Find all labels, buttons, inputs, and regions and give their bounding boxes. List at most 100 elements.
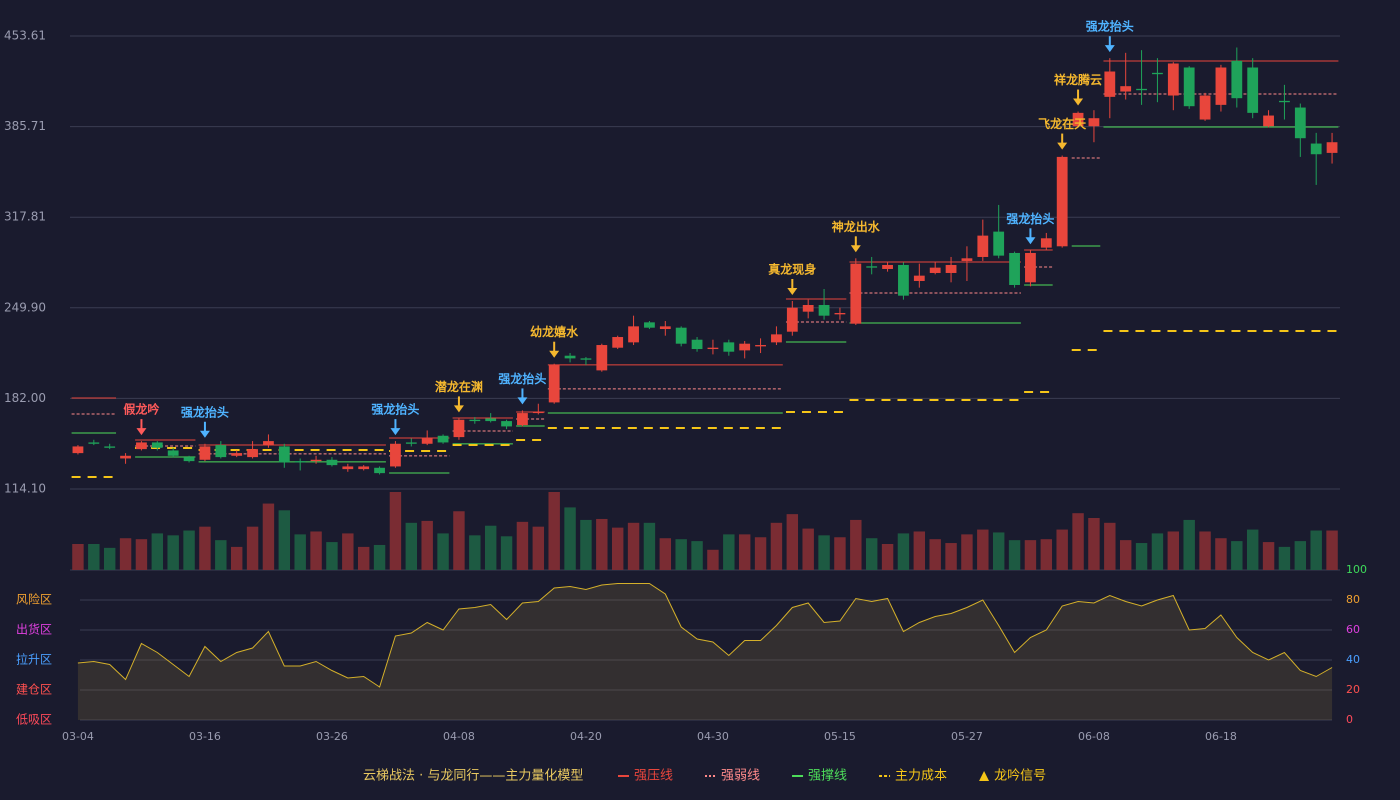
signal-arrow	[1057, 142, 1068, 150]
y2-tick-label: 100	[1346, 563, 1367, 576]
oscillator-line	[77, 583, 1333, 688]
legend-title: 云梯战法 · 与龙同行——主力量化模型	[363, 769, 583, 784]
x-tick-label: 03-04	[62, 730, 94, 743]
signal-label: 飞龙在天	[1038, 116, 1087, 131]
signal-label: 祥龙腾云	[1054, 72, 1102, 87]
volume-bar	[119, 538, 132, 570]
candle-body	[1183, 67, 1195, 107]
signal-arrow	[1104, 45, 1115, 53]
volume-bar	[135, 539, 148, 570]
signal-label: 潜龙在渊	[435, 379, 483, 394]
volume-bar	[357, 546, 370, 570]
volume-bar	[707, 549, 719, 570]
candle-body	[898, 264, 909, 296]
candle-body	[326, 459, 338, 466]
volume-bar	[1215, 538, 1227, 570]
volume-bar	[770, 522, 783, 570]
legend-label: 龙吟信号	[994, 768, 1046, 784]
legend-label: 强压线	[634, 769, 673, 784]
candle-body	[72, 446, 84, 454]
candle-body	[882, 264, 893, 269]
candle-body	[1215, 67, 1227, 105]
signal-arrow	[549, 350, 560, 358]
signal-label: 神龙出水	[832, 219, 881, 234]
volume-bar	[484, 525, 497, 570]
candle-body	[1136, 88, 1147, 91]
volume-bar	[1104, 522, 1116, 570]
y-tick-label: 114.10	[4, 482, 46, 496]
candle-body	[199, 446, 211, 460]
volume-bar	[865, 538, 878, 570]
signal-label: 真龙现身	[768, 262, 816, 277]
candle-body	[1040, 238, 1052, 248]
signal-arrow	[453, 405, 464, 413]
volume-bar	[1135, 543, 1148, 570]
volume-bar	[611, 527, 624, 570]
candle-body	[104, 446, 116, 448]
volume-bar	[1183, 519, 1195, 570]
y-tick-label: 453.61	[4, 29, 46, 43]
volume-bar	[516, 521, 529, 570]
candle-body	[358, 466, 370, 470]
candle-body	[1279, 100, 1290, 103]
candle-body	[421, 438, 433, 444]
volume-bar	[1056, 529, 1068, 570]
volume-bar	[1199, 531, 1211, 570]
volume-bar	[1278, 546, 1291, 570]
volume-bar	[500, 536, 513, 570]
signal-arrow	[1073, 98, 1084, 106]
y-tick-label: 182.00	[4, 391, 46, 405]
y2-tick-label: 20	[1346, 683, 1360, 696]
volume-bar	[437, 533, 449, 570]
candle-body	[834, 313, 846, 315]
volume-bar	[230, 546, 243, 570]
volume-bar	[88, 544, 100, 570]
candle-body	[1088, 118, 1100, 127]
signal-arrow	[390, 428, 401, 436]
candle-body	[993, 231, 1005, 256]
volume-bar	[1040, 539, 1053, 570]
candle-body	[215, 445, 227, 458]
volume-bar	[850, 519, 862, 570]
volume-bar	[675, 539, 687, 570]
candle-body	[723, 342, 735, 352]
candle-body	[532, 411, 544, 414]
y2-tick-label: 40	[1346, 653, 1360, 666]
volume-bar	[945, 543, 957, 570]
candle-body	[263, 441, 274, 446]
legend-swatch	[979, 771, 990, 781]
candle-body	[1199, 95, 1211, 120]
x-tick-label: 06-18	[1205, 730, 1237, 743]
candle-body	[596, 345, 608, 371]
volume-bar	[596, 518, 608, 570]
zone-label: 风险区	[16, 592, 52, 607]
volume-bar	[580, 519, 592, 570]
candle-body	[437, 435, 449, 443]
volume-bar	[469, 535, 481, 570]
candle-body	[1231, 60, 1243, 99]
signal-label: 强龙抬头	[1086, 19, 1134, 34]
candle-body	[501, 421, 512, 427]
volume-bar	[564, 507, 576, 570]
volume-bar	[215, 540, 227, 570]
volume-bar	[897, 533, 910, 570]
candle-body	[167, 450, 179, 456]
zone-label: 出货区	[16, 622, 52, 637]
volume-bar	[992, 532, 1005, 570]
volume-bar	[913, 531, 926, 570]
candle-body	[183, 457, 195, 462]
candle-body	[151, 442, 163, 448]
candle-body	[136, 442, 147, 450]
signal-label: 强龙抬头	[1006, 211, 1054, 226]
signal-arrow	[517, 397, 528, 405]
signal-label: 假龙吟	[123, 402, 159, 417]
signal-arrow	[136, 428, 147, 436]
volume-bar	[802, 528, 814, 570]
volume-bar	[453, 511, 465, 570]
volume-bar	[834, 537, 846, 570]
volume-bar	[723, 534, 735, 570]
candle-body	[88, 442, 100, 444]
candle-body	[786, 307, 798, 332]
x-tick-label: 03-16	[189, 730, 221, 743]
y2-tick-label: 0	[1346, 713, 1353, 726]
